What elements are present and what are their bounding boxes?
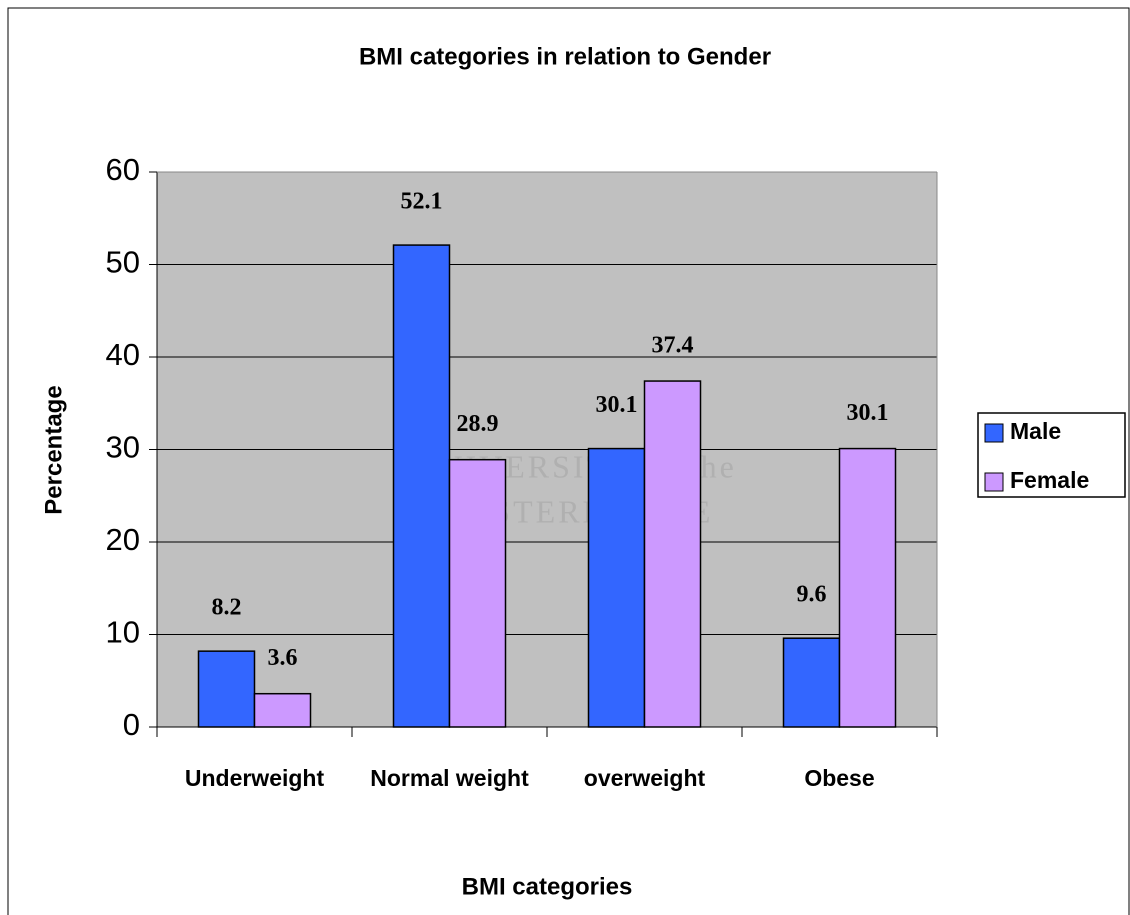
chart-frame: [7, 7, 1130, 915]
legend-swatch: [984, 423, 1004, 443]
data-label: 8.2: [212, 595, 242, 621]
data-label: 28.9: [457, 411, 499, 437]
legend-label: Male: [1010, 418, 1061, 444]
chart-title: BMI categories in relation to Gender: [359, 43, 771, 70]
x-tick-label: Underweight: [185, 765, 325, 791]
y-tick-label: 10: [106, 615, 140, 650]
y-tick-label: 20: [106, 522, 140, 557]
y-tick-label: 30: [106, 430, 140, 465]
data-label: 30.1: [596, 392, 638, 418]
y-tick-label: 40: [106, 337, 140, 372]
x-tick-label: Normal weight: [370, 765, 529, 791]
data-label: 52.1: [401, 189, 443, 215]
bar: [253, 692, 312, 728]
bar: [643, 380, 702, 728]
bar: [197, 650, 256, 728]
legend-swatch: [984, 472, 1004, 492]
x-tick-label: overweight: [584, 765, 706, 791]
bar: [782, 637, 841, 728]
data-label: 30.1: [847, 400, 889, 426]
y-axis-label: Percentage: [40, 385, 67, 514]
data-label: 9.6: [797, 582, 827, 608]
y-tick-label: 50: [106, 245, 140, 280]
x-tick-label: Obese: [804, 765, 874, 791]
y-tick-label: 0: [123, 707, 140, 742]
bar: [392, 244, 451, 728]
data-label: 3.6: [268, 645, 298, 671]
y-tick-label: 60: [106, 152, 140, 187]
bar: [838, 447, 897, 728]
x-axis-label: BMI categories: [462, 873, 633, 900]
legend-label: Female: [1010, 467, 1089, 493]
data-label: 37.4: [652, 333, 694, 359]
bar: [448, 458, 507, 728]
bar: [587, 447, 646, 728]
